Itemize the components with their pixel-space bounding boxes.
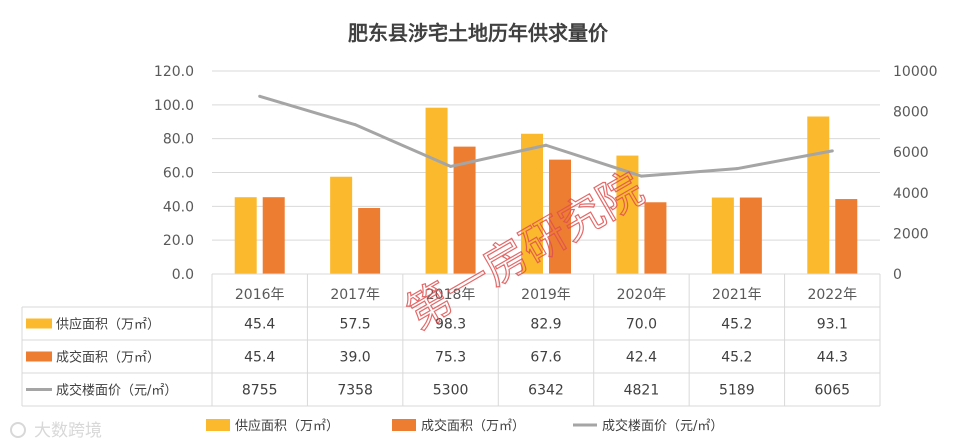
bar-deal-0 bbox=[262, 197, 285, 274]
logo-icon bbox=[10, 422, 26, 438]
table-legend-swatch bbox=[26, 351, 52, 362]
price-point-0 bbox=[258, 94, 262, 98]
data-label: 98.3 bbox=[435, 317, 466, 333]
price-point-2 bbox=[449, 164, 453, 168]
bar-deal-2 bbox=[453, 146, 476, 274]
y-left-tick-label: 120.0 bbox=[154, 64, 194, 80]
legend-label: 成交楼面价（元/㎡） bbox=[602, 418, 723, 434]
legend-swatch bbox=[392, 419, 416, 431]
bar-supply-5 bbox=[711, 197, 734, 274]
price-point-3 bbox=[544, 143, 548, 147]
legend-swatch bbox=[206, 419, 230, 431]
y-right-tick-label: 4000 bbox=[893, 186, 929, 202]
y-right-tick-label: 6000 bbox=[893, 145, 929, 161]
data-label: 82.9 bbox=[530, 317, 561, 333]
data-label: 45.4 bbox=[244, 350, 275, 366]
bar-deal-1 bbox=[358, 208, 381, 274]
x-category-label: 2020年 bbox=[617, 287, 667, 303]
x-category-label: 2021年 bbox=[712, 287, 762, 303]
price-line-path bbox=[259, 94, 833, 178]
x-category-label: 2017年 bbox=[330, 287, 380, 303]
data-label: 93.1 bbox=[817, 317, 848, 333]
y-right-tick-label: 0 bbox=[893, 267, 902, 283]
data-label: 42.4 bbox=[626, 350, 657, 366]
data-label: 7358 bbox=[337, 383, 373, 399]
table-legend-swatch bbox=[26, 318, 52, 329]
x-category-label: 2022年 bbox=[807, 287, 857, 303]
bar-supply-0 bbox=[234, 197, 257, 274]
data-label: 45.2 bbox=[721, 350, 752, 366]
y-left-tick-label: 0.0 bbox=[172, 267, 194, 283]
data-label: 45.2 bbox=[721, 317, 752, 333]
y-right-tick-label: 2000 bbox=[893, 226, 929, 242]
logo-text: 大数跨境 bbox=[34, 421, 102, 441]
price-line bbox=[258, 94, 834, 178]
bar-deal-4 bbox=[644, 202, 667, 274]
y-right-tick-label: 8000 bbox=[893, 105, 929, 121]
data-label: 39.0 bbox=[340, 350, 371, 366]
price-point-1 bbox=[353, 123, 357, 127]
y-left-tick-label: 80.0 bbox=[163, 132, 194, 148]
data-label: 6065 bbox=[814, 383, 850, 399]
legend-label: 成交面积（万㎡） bbox=[421, 418, 525, 434]
bar-supply-4 bbox=[616, 155, 639, 274]
data-label: 67.6 bbox=[530, 350, 561, 366]
logo: 大数跨境 bbox=[10, 421, 102, 441]
data-label: 5189 bbox=[719, 383, 755, 399]
data-label: 75.3 bbox=[435, 350, 466, 366]
bar-supply-6 bbox=[807, 116, 830, 275]
data-label: 70.0 bbox=[626, 317, 657, 333]
axes: 0.0 20.0 40.0 60.0 80.0 100.0 120.0 0 2000 4000 60… bbox=[154, 64, 938, 283]
table-row-label: 成交面积（万㎡） bbox=[56, 350, 160, 366]
gridlines bbox=[212, 70, 880, 241]
bar-deal-5 bbox=[739, 197, 762, 274]
data-label: 45.4 bbox=[244, 317, 275, 333]
legend-label: 供应面积（万㎡） bbox=[235, 418, 339, 434]
price-point-5 bbox=[735, 167, 739, 171]
x-category-label: 2016年 bbox=[235, 287, 285, 303]
data-label: 6342 bbox=[528, 383, 564, 399]
bar-supply-2 bbox=[425, 107, 448, 274]
x-category-label: 2019年 bbox=[521, 287, 571, 303]
y-right-tick-label: 10000 bbox=[893, 64, 938, 80]
table-row-label: 成交楼面价（元/㎡） bbox=[56, 383, 177, 399]
table-row-label: 供应面积（万㎡） bbox=[56, 317, 160, 333]
y-left-tick-label: 100.0 bbox=[154, 98, 194, 114]
x-category-label: 2018年 bbox=[426, 287, 476, 303]
bar-supply-1 bbox=[330, 176, 353, 274]
data-label: 5300 bbox=[433, 383, 469, 399]
price-point-4 bbox=[639, 174, 643, 178]
bar-deal-6 bbox=[835, 199, 858, 274]
y-left-tick-label: 60.0 bbox=[163, 166, 194, 182]
bar-deal-3 bbox=[549, 159, 571, 274]
data-label: 4821 bbox=[624, 383, 660, 399]
data-label: 57.5 bbox=[340, 317, 371, 333]
data-label: 44.3 bbox=[817, 350, 848, 366]
y-left-tick-label: 20.0 bbox=[163, 233, 194, 249]
bar-marks bbox=[234, 107, 858, 275]
bar-supply-3 bbox=[521, 133, 543, 274]
data-label: 8755 bbox=[242, 383, 278, 399]
legend: 供应面积（万㎡） 成交面积（万㎡） 成交楼面价（元/㎡） bbox=[206, 418, 723, 434]
data-table: 2016年 2017年 2018年 2019年 2020年 2021年 2022年供应面积（… bbox=[21, 273, 881, 407]
chart-title: 肥东县涉宅土地历年供求量价 bbox=[348, 21, 609, 45]
price-point-6 bbox=[830, 149, 834, 153]
y-left-tick-label: 40.0 bbox=[163, 199, 194, 215]
